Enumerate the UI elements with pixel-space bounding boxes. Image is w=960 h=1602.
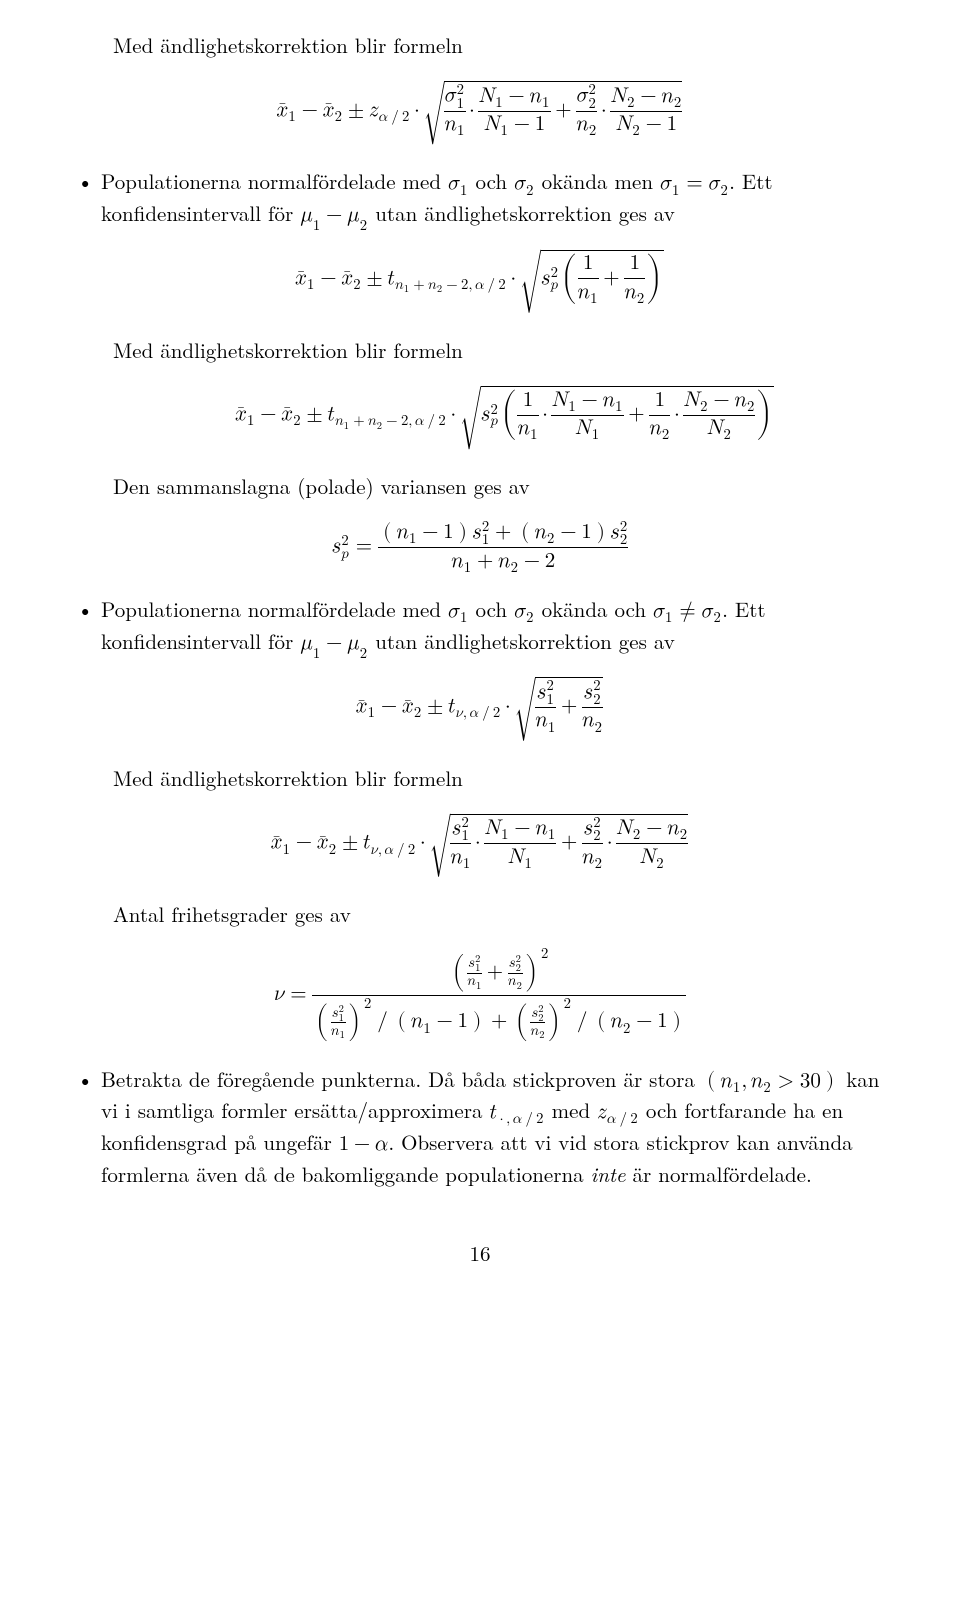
paragraph: Antal frihetsgrader ges av (113, 899, 885, 931)
text: och (469, 166, 515, 196)
formula-7: ν = ( s12n1 + s22n2 ) 2 (s12n1) 2 / (75, 948, 885, 1041)
text: Den sammanslagna (polade) variansen ges … (113, 471, 530, 501)
text: med (545, 1095, 597, 1125)
text: okända och (535, 594, 653, 624)
paragraph: Med ändlighetskorrektion blir formeln (113, 763, 885, 795)
text: Med ändlighetskorrektion blir formeln (113, 30, 463, 60)
text: Betrakta de föregående punkterna. Då båd… (101, 1064, 702, 1094)
text: Antal frihetsgrader ges av (113, 899, 351, 929)
text: utan ändlighetskorrektion ges av (368, 626, 675, 656)
formula-4: sp2 = (n1−1) s12 + (n2−1) s22 n1+n2−2 (75, 521, 885, 572)
text: okända men (535, 166, 660, 196)
text: Med ändlighetskorrektion blir formeln (113, 335, 463, 365)
page-number-text: 16 (470, 1238, 491, 1268)
formula-1: x‾1 − x‾2 ± zα/2 ⋅ σ12 n1 ⋅ N1−n1 N1−1 + (75, 80, 885, 145)
text: Populationerna normalfördelade med (101, 594, 448, 624)
page-number: 16 (75, 1238, 885, 1270)
paragraph: Med ändlighetskorrektion blir formeln (113, 30, 885, 62)
text: är normalfördelade. (626, 1159, 812, 1189)
text: Populationerna normalfördelade med (101, 166, 448, 196)
formula-5: x‾1 − x‾2 ± tν,α/2 ⋅ s12 n1 + s22 n2 (75, 676, 885, 741)
text: Med ändlighetskorrektion blir formeln (113, 763, 463, 793)
formula-2: x‾1 − x‾2 ± tn1+n2−2,α/2 ⋅ sp2 ( 1n1 + 1… (75, 248, 885, 313)
formula-3: x‾1 − x‾2 ± tn1+n2−2,α/2 ⋅ sp2 ( 1n1 ⋅ N… (125, 384, 885, 449)
text: och (469, 594, 515, 624)
italic-text: inte (591, 1159, 626, 1189)
paragraph: Den sammanslagna (polade) variansen ges … (113, 471, 885, 503)
text: utan ändlighetskorrektion ges av (368, 198, 675, 228)
bullet-item-3: Betrakta de föregående punkterna. Då båd… (75, 1064, 885, 1191)
paragraph: Med ändlighetskorrektion blir formeln (113, 335, 885, 367)
bullet-item-2: Populationerna normalfördelade med σ1 oc… (75, 594, 885, 658)
formula-6: x‾1 − x‾2 ± tν,α/2 ⋅ s12 n1 ⋅ N1−n1 N1 + (75, 812, 885, 877)
bullet-item-1: Populationerna normalfördelade med σ1 oc… (75, 166, 885, 230)
